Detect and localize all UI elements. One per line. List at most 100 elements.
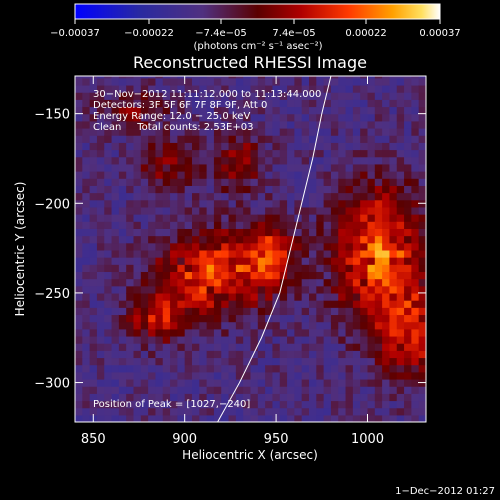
heatmap-cell [111, 178, 120, 186]
heatmap-cell [265, 328, 274, 337]
heatmap-cell [75, 149, 83, 158]
heatmap-cell [221, 300, 230, 308]
heatmap-cell [75, 343, 83, 351]
heatmap-cell [323, 171, 332, 179]
heatmap-cell [111, 76, 120, 79]
heatmap-cell [396, 321, 405, 330]
heatmap-cell [104, 249, 113, 258]
heatmap-cell [184, 106, 193, 115]
heatmap-cell [177, 314, 186, 323]
heatmap-cell [279, 249, 288, 258]
heatmap-cell [118, 249, 127, 258]
heatmap-cell [345, 221, 354, 229]
heatmap-cell [118, 264, 127, 273]
heatmap-cell [133, 328, 142, 337]
heatmap-cell [89, 99, 98, 108]
heatmap-cell [309, 178, 317, 186]
heatmap-cell [294, 242, 303, 251]
heatmap-cell [309, 149, 317, 158]
heatmap-cell [265, 171, 274, 179]
heatmap-cell [126, 221, 135, 229]
heatmap-cell [418, 142, 426, 151]
heatmap-cell [221, 171, 230, 179]
heatmap-cell [257, 393, 266, 402]
heatmap-cell [338, 242, 347, 251]
heatmap-cell [235, 127, 244, 136]
heatmap-cell [360, 76, 369, 79]
heatmap-cell [133, 92, 142, 100]
heatmap-cell [104, 99, 113, 108]
heatmap-cell [287, 127, 295, 136]
heatmap-cell [140, 120, 149, 129]
heatmap-cell [89, 350, 98, 359]
heatmap-cell [140, 371, 149, 380]
heatmap-cell [235, 149, 244, 158]
heatmap-cell [309, 264, 317, 273]
heatmap-cell [170, 99, 178, 108]
heatmap-cell [235, 99, 244, 108]
heatmap-cell [192, 77, 200, 86]
heatmap-cell [360, 214, 369, 222]
heatmap-cell [374, 343, 383, 351]
heatmap-cell [396, 76, 405, 79]
heatmap-cell [330, 400, 339, 409]
heatmap-cell [352, 328, 361, 337]
heatmap-cell [133, 149, 142, 158]
heatmap-cell [206, 328, 215, 337]
heatmap-cell [352, 185, 361, 194]
heatmap-cell [126, 307, 135, 316]
heatmap-cell [243, 185, 252, 194]
heatmap-cell [279, 99, 288, 108]
heatmap-cell [287, 235, 295, 244]
heatmap-cell [316, 127, 325, 136]
heatmap-cell [294, 307, 303, 316]
heatmap-cell [162, 149, 171, 158]
heatmap-cell [75, 357, 83, 366]
heatmap-cell [82, 378, 91, 387]
heatmap-cell [338, 285, 347, 294]
heatmap-cell [418, 264, 426, 273]
heatmap-cell [133, 278, 142, 287]
colorbar-tick-label: −7.4e−05 [195, 28, 247, 39]
heatmap-cell [404, 99, 412, 108]
heatmap-cell [82, 149, 91, 158]
heatmap-cell [265, 185, 274, 194]
heatmap-cell [199, 249, 208, 258]
heatmap-cell [140, 357, 149, 366]
heatmap-cell [382, 350, 391, 359]
heatmap-cell [162, 92, 171, 100]
heatmap-cell [257, 156, 266, 165]
heatmap-cell [228, 414, 237, 422]
heatmap-cell [96, 214, 105, 222]
heatmap-cell [382, 206, 391, 215]
heatmap-cell [126, 371, 135, 380]
heatmap-cell [213, 386, 222, 394]
heatmap-cell [309, 400, 317, 409]
heatmap-cell [265, 271, 274, 280]
heatmap-cell [294, 407, 303, 416]
heatmap-cell [228, 135, 237, 143]
heatmap-cell [104, 156, 113, 165]
heatmap-cell [82, 171, 91, 179]
heatmap-cell [170, 178, 178, 186]
heatmap-cell [279, 300, 288, 308]
heatmap-cell [184, 400, 193, 409]
heatmap-cell [265, 371, 274, 380]
heatmap-cell [374, 278, 383, 287]
heatmap-cell [250, 407, 259, 416]
heatmap-cell [323, 156, 332, 165]
heatmap-cell [82, 292, 91, 301]
heatmap-cell [352, 278, 361, 287]
heatmap-cell [389, 292, 398, 301]
heatmap-cell [330, 142, 339, 151]
heatmap-cell [389, 199, 398, 208]
heatmap-cell [243, 228, 252, 237]
heatmap-cell [133, 264, 142, 273]
heatmap-cell [309, 314, 317, 323]
heatmap-cell [345, 171, 354, 179]
heatmap-cell [294, 156, 303, 165]
heatmap-cell [170, 214, 178, 222]
x-tick-label: 850 [81, 432, 106, 447]
heatmap-cell [82, 264, 91, 273]
heatmap-cell [418, 156, 426, 165]
